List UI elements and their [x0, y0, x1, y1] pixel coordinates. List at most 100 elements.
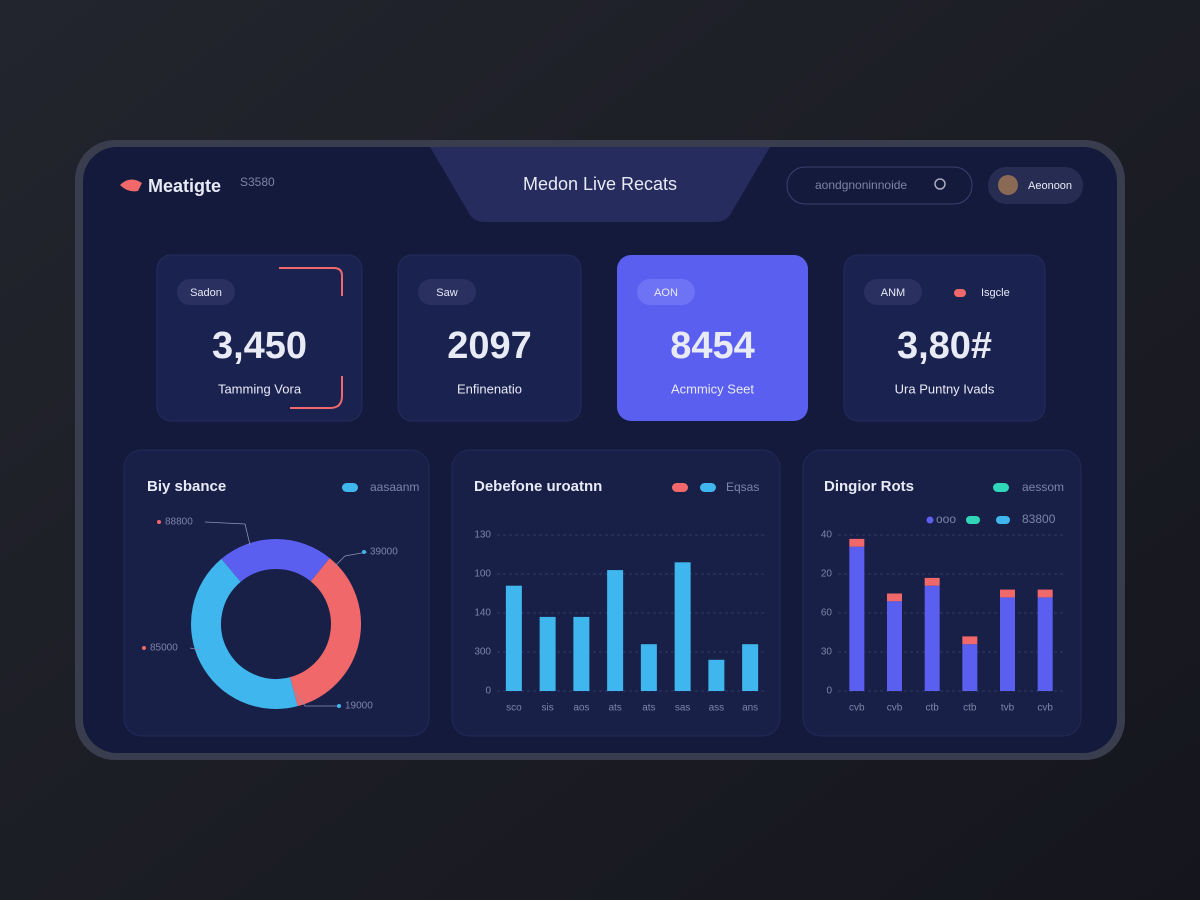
kpi-value: 8454 [670, 325, 755, 367]
bar [708, 659, 725, 691]
callout-label: 85000 [150, 643, 178, 654]
kpi-row: Sadon 3,450 Tamming Vora Saw 2097 Enfinenatio… [156, 254, 1046, 422]
kpi-label: Acmmicy Seet [671, 381, 754, 396]
bar [742, 644, 759, 691]
bar-segment [1037, 597, 1053, 691]
y-tick-label: 0 [485, 686, 491, 697]
legend-label: ooo [936, 512, 956, 526]
donut-segment [289, 558, 361, 707]
callout-dot [362, 550, 366, 554]
x-tick-label: ans [742, 703, 758, 714]
kpi-tag: Saw [436, 287, 457, 299]
x-tick-label: sco [506, 703, 522, 714]
legend-swatch [926, 516, 934, 524]
kpi-accent [279, 267, 343, 409]
bar [539, 616, 556, 691]
header-tab [430, 147, 770, 222]
legend-label: aessom [1022, 480, 1064, 494]
legend-swatch [996, 516, 1010, 524]
kpi-label: Enfinenatio [457, 381, 522, 396]
bar-segment [1000, 589, 1015, 598]
bar-segment [924, 585, 940, 691]
bar [674, 562, 691, 691]
legend-swatch [700, 483, 716, 492]
x-tick-label: ats [642, 703, 655, 714]
bar-segment [1037, 589, 1053, 598]
y-tick-label: 100 [474, 569, 491, 580]
x-tick-label: ctb [963, 703, 977, 714]
callout-dot [142, 646, 146, 650]
legend-swatch [993, 483, 1009, 492]
callout-label: 19000 [345, 701, 373, 712]
kpi-tag: Sadon [190, 287, 222, 299]
callout-line [189, 647, 201, 651]
bar-segment [962, 636, 978, 645]
x-tick-label: cvb [887, 703, 903, 714]
legend-label: 83800 [1022, 512, 1056, 526]
legend-label: aasaanm [370, 480, 419, 494]
legend-swatch [342, 483, 358, 492]
avatar [998, 175, 1018, 195]
x-tick-label: ats [608, 703, 621, 714]
kpi-value: 3,80# [897, 325, 992, 367]
header-title: Medon Live Recats [523, 174, 677, 194]
callout-dot [157, 520, 161, 524]
brand-tag: S3580 [240, 175, 275, 189]
brand-logo [120, 179, 142, 192]
panel-title: Debefone uroatnn [474, 478, 602, 495]
x-tick-label: tvb [1001, 703, 1015, 714]
y-tick-label: 60 [821, 608, 833, 619]
bar [573, 616, 590, 691]
y-tick-label: 0 [826, 686, 832, 697]
callout-dot [337, 704, 341, 708]
kpi-tag: AON [654, 287, 678, 299]
kpi-tag: ANM [881, 287, 905, 299]
kpi-tag-bg [177, 279, 235, 305]
bar-segment [887, 593, 902, 602]
bar [607, 570, 624, 691]
callout-label: 39000 [370, 547, 398, 558]
search-box[interactable] [786, 166, 973, 205]
bar-segment [887, 601, 902, 691]
x-tick-label: cvb [1037, 703, 1053, 714]
kpi-value: 2097 [447, 325, 532, 367]
donut-segment [191, 558, 298, 709]
panel-title: Dingior Rots [824, 478, 914, 495]
donut-segment [221, 539, 330, 583]
legend-swatch [954, 289, 966, 297]
y-tick-label: 300 [474, 647, 491, 658]
bar-segment [924, 577, 940, 586]
kpi-legend: Isgcle [981, 287, 1010, 299]
bar-segment [849, 546, 865, 691]
callout-line [334, 551, 368, 567]
x-tick-label: cvb [849, 703, 865, 714]
bar [640, 644, 657, 691]
y-tick-label: 40 [821, 530, 833, 541]
kpi-label: Ura Puntny Ivads [895, 381, 995, 396]
legend-label: Eqsas [726, 480, 759, 494]
panel [123, 449, 430, 737]
y-tick-label: 130 [474, 530, 491, 541]
search-icon[interactable] [934, 178, 946, 190]
x-tick-label: sas [675, 703, 691, 714]
bar-segment [849, 538, 865, 547]
bar-segment [1000, 597, 1015, 691]
kpi-tag-bg [637, 279, 695, 305]
callout-line [294, 691, 338, 707]
legend-swatch [966, 516, 980, 524]
bar [505, 585, 522, 691]
kpi-tag-bg [418, 279, 476, 305]
x-tick-label: aos [573, 703, 589, 714]
brand: Meatigte [148, 176, 221, 196]
callout-line [204, 521, 251, 546]
y-tick-label: 30 [821, 647, 833, 658]
kpi-label: Tamming Vora [218, 381, 302, 396]
y-tick-label: 140 [474, 608, 491, 619]
x-tick-label: ctb [925, 703, 939, 714]
user-name: Aeonoon [1028, 180, 1072, 192]
callout-label: 88800 [165, 517, 193, 528]
kpi-tag-bg [864, 279, 922, 305]
x-tick-label: ass [709, 703, 725, 714]
